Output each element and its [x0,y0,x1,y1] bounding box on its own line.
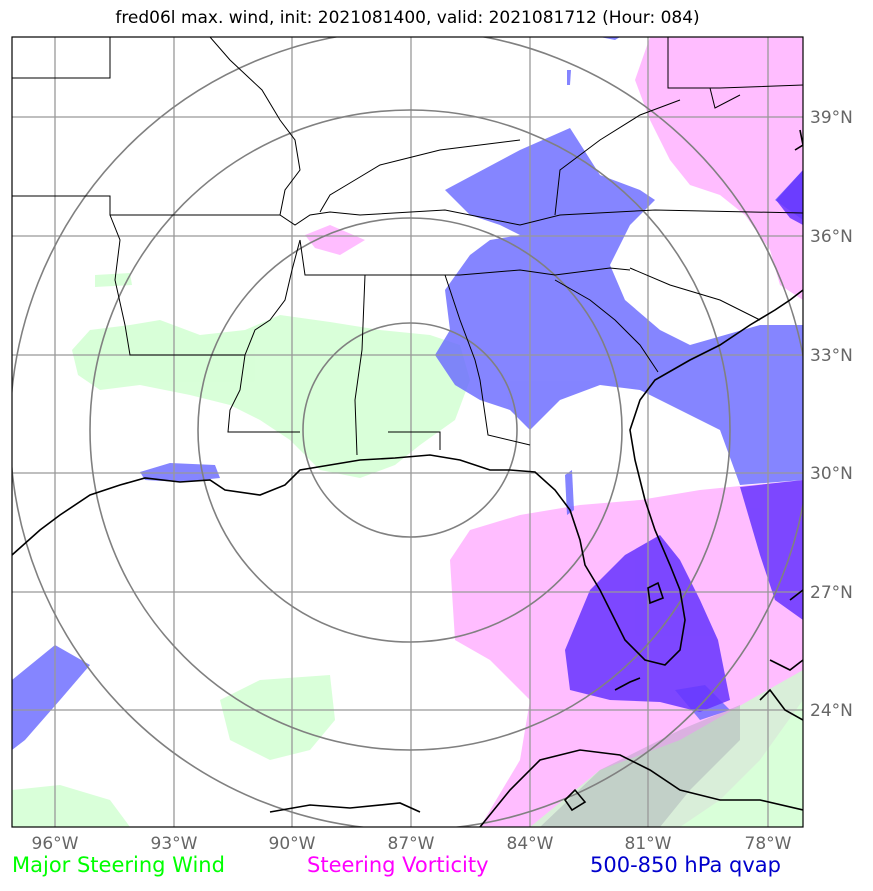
map-title: fred06l max. wind, init: 2021081400, val… [115,8,700,28]
lat-tick-label: 24°N [810,701,853,721]
legend-wind: Major Steering Wind [12,853,225,877]
map-frame [11,36,804,828]
lon-tick-label: 78°W [745,834,792,854]
wind-shading [12,273,803,827]
lon-tick-label: 81°W [625,834,672,854]
lat-tick-label: 30°N [810,464,853,484]
legend-vorticity: Steering Vorticity [307,853,489,877]
overlap-shading [540,705,740,827]
lon-tick-label: 87°W [388,834,435,854]
lon-tick-label: 96°W [32,834,79,854]
distance-rings [12,37,803,827]
state-borders [12,37,803,456]
coastline [12,129,803,827]
lon-tick-label: 84°W [507,834,554,854]
lon-tick-label: 90°W [269,834,316,854]
lon-axis: 96°W 93°W 90°W 87°W 84°W 81°W 78°W [32,834,792,854]
lat-tick-label: 36°N [810,227,853,247]
legend-qvap: 500-850 hPa qvap [590,853,781,877]
lat-tick-label: 33°N [810,346,853,366]
lon-tick-label: 93°W [151,834,198,854]
lat-tick-label: 39°N [810,108,853,128]
graticule [12,37,803,827]
lat-tick-label: 27°N [810,583,853,603]
lat-axis: 39°N 36°N 33°N 30°N 27°N 24°N [810,108,853,721]
